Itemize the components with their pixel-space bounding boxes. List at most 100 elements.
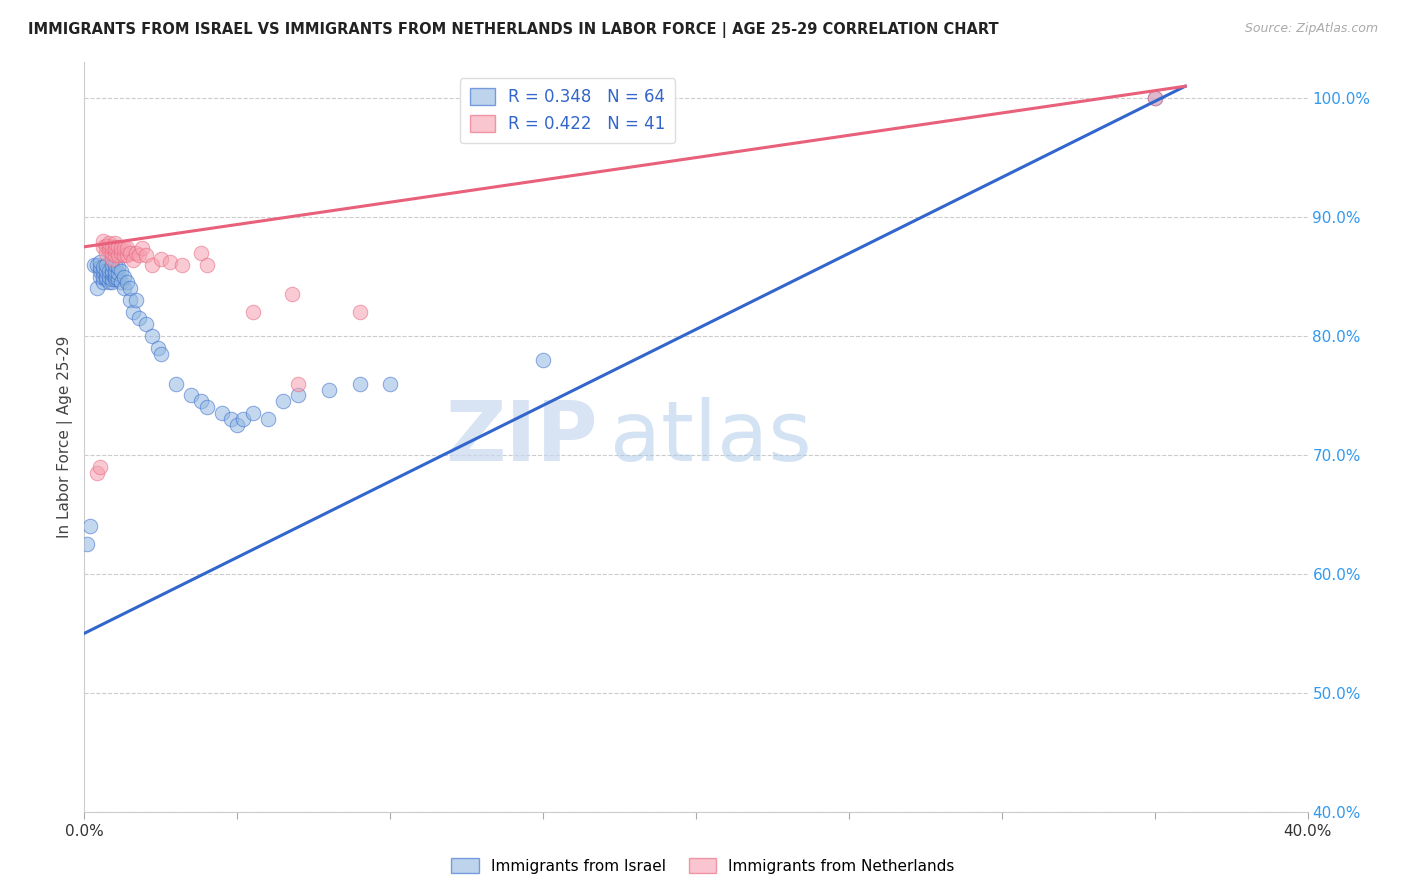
Point — [104, 244, 127, 258]
Point — [232, 412, 254, 426]
Point — [104, 240, 127, 254]
Point — [104, 258, 127, 272]
Point — [172, 258, 194, 272]
Point — [91, 234, 114, 248]
Point — [125, 245, 148, 260]
Point — [86, 281, 108, 295]
Legend: Immigrants from Israel, Immigrants from Netherlands: Immigrants from Israel, Immigrants from … — [446, 852, 960, 880]
Point — [94, 269, 117, 284]
Point — [1143, 91, 1166, 105]
Point — [107, 240, 129, 254]
Point — [101, 252, 124, 266]
Point — [94, 272, 117, 286]
Point — [89, 269, 111, 284]
Point — [165, 376, 187, 391]
Point — [107, 272, 129, 286]
Point — [195, 258, 218, 272]
Text: IMMIGRANTS FROM ISRAEL VS IMMIGRANTS FROM NETHERLANDS IN LABOR FORCE | AGE 25-29: IMMIGRANTS FROM ISRAEL VS IMMIGRANTS FRO… — [28, 22, 998, 38]
Point — [112, 281, 135, 295]
Point — [104, 269, 127, 284]
Point — [101, 240, 124, 254]
Point — [110, 245, 132, 260]
Point — [110, 276, 132, 290]
Point — [122, 252, 145, 267]
Point — [190, 394, 212, 409]
Point — [190, 245, 212, 260]
Point — [94, 258, 117, 272]
Point — [97, 276, 120, 290]
Point — [89, 260, 111, 274]
Point — [107, 248, 129, 262]
Point — [94, 238, 117, 252]
Point — [107, 260, 129, 274]
Point — [101, 267, 124, 281]
Point — [257, 412, 280, 426]
Point — [242, 305, 264, 319]
Point — [91, 240, 114, 254]
Point — [149, 347, 172, 361]
Point — [97, 244, 120, 258]
Point — [104, 267, 127, 281]
Point — [128, 248, 150, 262]
Legend: R = 0.348   N = 64, R = 0.422   N = 41: R = 0.348 N = 64, R = 0.422 N = 41 — [460, 78, 675, 143]
Point — [110, 241, 132, 255]
Point — [97, 236, 120, 251]
Point — [89, 255, 111, 269]
Point — [94, 263, 117, 277]
Point — [120, 245, 142, 260]
Point — [125, 293, 148, 308]
Point — [91, 263, 114, 277]
Point — [115, 276, 138, 290]
Point — [104, 236, 127, 251]
Point — [380, 376, 402, 391]
Point — [101, 258, 124, 272]
Point — [141, 258, 163, 272]
Point — [195, 401, 218, 415]
Point — [107, 266, 129, 280]
Point — [112, 241, 135, 255]
Point — [97, 238, 120, 252]
Point — [104, 263, 127, 277]
Point — [115, 241, 138, 255]
Point — [83, 258, 105, 272]
Point — [101, 272, 124, 286]
Text: ZIP: ZIP — [446, 397, 598, 477]
Point — [271, 394, 294, 409]
Point — [349, 376, 371, 391]
Point — [159, 255, 181, 269]
Point — [226, 418, 249, 433]
Text: Source: ZipAtlas.com: Source: ZipAtlas.com — [1244, 22, 1378, 36]
Point — [141, 329, 163, 343]
Point — [104, 272, 127, 286]
Point — [112, 269, 135, 284]
Point — [104, 248, 127, 262]
Point — [86, 258, 108, 272]
Y-axis label: In Labor Force | Age 25-29: In Labor Force | Age 25-29 — [58, 336, 73, 538]
Point — [122, 305, 145, 319]
Point — [120, 281, 142, 295]
Point — [112, 248, 135, 262]
Point — [110, 263, 132, 277]
Point — [211, 406, 233, 420]
Point — [120, 293, 142, 308]
Point — [287, 376, 309, 391]
Point — [128, 311, 150, 326]
Point — [115, 248, 138, 262]
Point — [86, 466, 108, 480]
Point — [89, 263, 111, 277]
Point — [89, 459, 111, 474]
Point — [318, 383, 340, 397]
Point — [91, 260, 114, 274]
Point — [287, 388, 309, 402]
Point — [101, 276, 124, 290]
Point — [349, 305, 371, 319]
Point — [135, 248, 157, 262]
Point — [101, 263, 124, 277]
Point — [1143, 91, 1166, 105]
Point — [76, 537, 98, 551]
Point — [149, 252, 172, 266]
Point — [97, 269, 120, 284]
Point — [79, 519, 101, 533]
Point — [146, 341, 169, 355]
Point — [281, 287, 304, 301]
